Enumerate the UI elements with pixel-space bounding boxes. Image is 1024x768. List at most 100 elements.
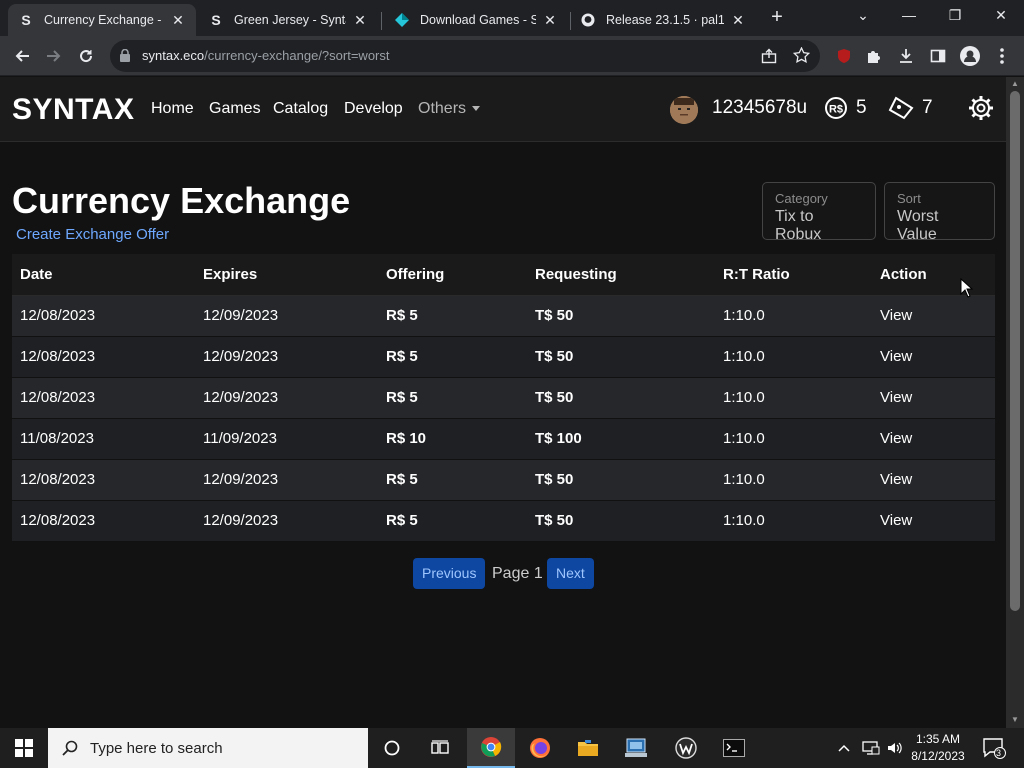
- syntax-logo[interactable]: SYNTAX: [12, 93, 135, 126]
- table-row: 11/08/2023 11/09/2023 R$ 10 T$ 100 1:10.…: [12, 418, 995, 460]
- pagination: Previous Page 1 Next: [0, 558, 1006, 590]
- nav-develop[interactable]: Develop: [344, 100, 403, 117]
- exchange-offers-table: Date Expires Offering Requesting R:T Rat…: [12, 254, 995, 542]
- next-page-button[interactable]: Next: [547, 558, 594, 589]
- close-window-icon[interactable]: ✕: [995, 7, 1007, 23]
- column-header-ratio: R:T Ratio: [715, 254, 872, 296]
- column-header-requesting: Requesting: [527, 254, 715, 296]
- close-tab-icon[interactable]: ✕: [544, 11, 556, 28]
- nav-games[interactable]: Games: [209, 100, 261, 117]
- tab-title: Release 23.1.5 · pal100: [606, 13, 724, 27]
- expires-cell: 12/09/2023: [195, 500, 378, 542]
- ratio-cell: 1:10.0: [715, 295, 872, 337]
- view-offer-link[interactable]: View: [872, 377, 995, 419]
- cortana-circle-icon[interactable]: [368, 728, 416, 768]
- column-header-date: Date: [12, 254, 195, 296]
- firefox-taskbar-icon[interactable]: [516, 728, 564, 768]
- requesting-cell: T$ 100: [527, 418, 715, 460]
- table-row: 12/08/2023 12/09/2023 R$ 5 T$ 50 1:10.0 …: [12, 295, 995, 337]
- tix-balance[interactable]: 7: [888, 96, 933, 120]
- extensions-puzzle-icon[interactable]: [862, 44, 886, 68]
- robux-balance[interactable]: R$ 5: [824, 96, 867, 120]
- w-app-taskbar-icon[interactable]: [662, 728, 710, 768]
- scroll-down-arrow-icon[interactable]: ▼: [1011, 715, 1019, 724]
- tab-search-chevron-icon[interactable]: ⌄: [857, 7, 869, 23]
- view-offer-link[interactable]: View: [872, 336, 995, 378]
- previous-page-button[interactable]: Previous: [413, 558, 486, 589]
- windows-start-icon[interactable]: [0, 728, 48, 768]
- username[interactable]: 12345678u: [712, 97, 808, 118]
- ratio-cell: 1:10.0: [715, 418, 872, 460]
- nav-others-dropdown[interactable]: Others: [418, 100, 481, 118]
- offering-cell: R$ 5: [378, 336, 527, 378]
- date-cell: 12/08/2023: [12, 295, 195, 337]
- create-exchange-offer-link[interactable]: Create Exchange Offer: [16, 226, 170, 243]
- chrome-menu-kebab-icon[interactable]: [990, 44, 1014, 68]
- robux-amount: 5: [856, 97, 867, 118]
- github-favicon-icon: [580, 12, 596, 28]
- minimize-window-icon[interactable]: —: [902, 7, 916, 23]
- sort-label: Sort: [897, 191, 921, 206]
- chrome-taskbar-icon[interactable]: [467, 728, 515, 768]
- show-hidden-icons-chevron-icon[interactable]: [838, 728, 850, 768]
- offering-cell: R$ 5: [378, 459, 527, 501]
- sort-select[interactable]: Sort Worst Value: [884, 182, 995, 243]
- scroll-up-arrow-icon[interactable]: ▲: [1011, 79, 1019, 88]
- ublock-extension-icon[interactable]: [832, 44, 856, 68]
- network-app-taskbar-icon[interactable]: [612, 728, 660, 768]
- chevron-down-icon: [472, 106, 481, 112]
- network-icon[interactable]: [862, 728, 880, 768]
- close-tab-icon[interactable]: ✕: [354, 11, 366, 28]
- new-tab-plus-icon[interactable]: +: [771, 6, 783, 28]
- file-explorer-icon[interactable]: [564, 728, 612, 768]
- page-indicator: Page 1: [492, 565, 543, 582]
- lock-icon[interactable]: [120, 48, 130, 67]
- page-scrollbar[interactable]: ▲ ▼: [1006, 77, 1024, 728]
- main-content: Currency Exchange Create Exchange Offer …: [0, 142, 1006, 728]
- bookmark-star-icon[interactable]: [792, 46, 811, 69]
- tab-title: Green Jersey - Syntax: [234, 13, 346, 27]
- tab-title: Download Games - Sof: [420, 13, 536, 27]
- share-icon[interactable]: [761, 48, 777, 69]
- view-offer-link[interactable]: View: [872, 295, 995, 337]
- view-offer-link[interactable]: View: [872, 418, 995, 460]
- svg-text:R$: R$: [829, 104, 843, 116]
- date-cell: 11/08/2023: [12, 418, 195, 460]
- url-text: syntax.eco/currency-exchange/?sort=worst: [142, 48, 390, 63]
- nav-catalog[interactable]: Catalog: [273, 100, 329, 117]
- browser-tab-currency-exchange[interactable]: S Currency Exchange - Sy ✕: [8, 4, 196, 36]
- view-offer-link[interactable]: View: [872, 500, 995, 542]
- tab-separator: [381, 12, 382, 30]
- column-header-expires: Expires: [195, 254, 378, 296]
- taskbar-clock[interactable]: 1:35 AM 8/12/2023: [910, 731, 966, 765]
- expires-cell: 11/09/2023: [195, 418, 378, 460]
- scrollbar-thumb[interactable]: [1010, 91, 1020, 611]
- diamond-favicon-icon: [394, 12, 410, 28]
- view-offer-link[interactable]: View: [872, 459, 995, 501]
- category-select[interactable]: Category Tix to Robux: [762, 182, 876, 243]
- restore-window-icon[interactable]: ❐: [948, 7, 962, 23]
- task-view-icon[interactable]: [416, 728, 464, 768]
- browser-tab-green-jersey[interactable]: S Green Jersey - Syntax ✕: [198, 4, 378, 36]
- volume-icon[interactable]: [886, 728, 904, 768]
- user-avatar[interactable]: [670, 96, 698, 124]
- browser-tab-download-games[interactable]: Download Games - Sof ✕: [384, 4, 568, 36]
- reload-icon[interactable]: [74, 44, 98, 68]
- address-bar[interactable]: syntax.eco/currency-exchange/?sort=worst: [110, 40, 820, 72]
- close-tab-icon[interactable]: ✕: [172, 11, 184, 28]
- browser-tab-release[interactable]: Release 23.1.5 · pal100 ✕: [570, 4, 756, 36]
- settings-gear-icon[interactable]: [968, 95, 994, 126]
- back-arrow-icon[interactable]: [10, 44, 34, 68]
- forward-arrow-icon[interactable]: [42, 44, 66, 68]
- table-row: 12/08/2023 12/09/2023 R$ 5 T$ 50 1:10.0 …: [12, 459, 995, 501]
- side-panel-icon[interactable]: [926, 44, 950, 68]
- date-cell: 12/08/2023: [12, 500, 195, 542]
- action-center-icon[interactable]: 3: [982, 728, 1006, 768]
- close-tab-icon[interactable]: ✕: [732, 11, 744, 28]
- terminal-taskbar-icon[interactable]: [710, 728, 758, 768]
- download-icon[interactable]: [894, 44, 918, 68]
- table-header-row: Date Expires Offering Requesting R:T Rat…: [12, 254, 995, 296]
- profile-icon[interactable]: [958, 44, 982, 68]
- nav-home[interactable]: Home: [151, 100, 194, 117]
- taskbar-search-box[interactable]: Type here to search: [48, 728, 368, 768]
